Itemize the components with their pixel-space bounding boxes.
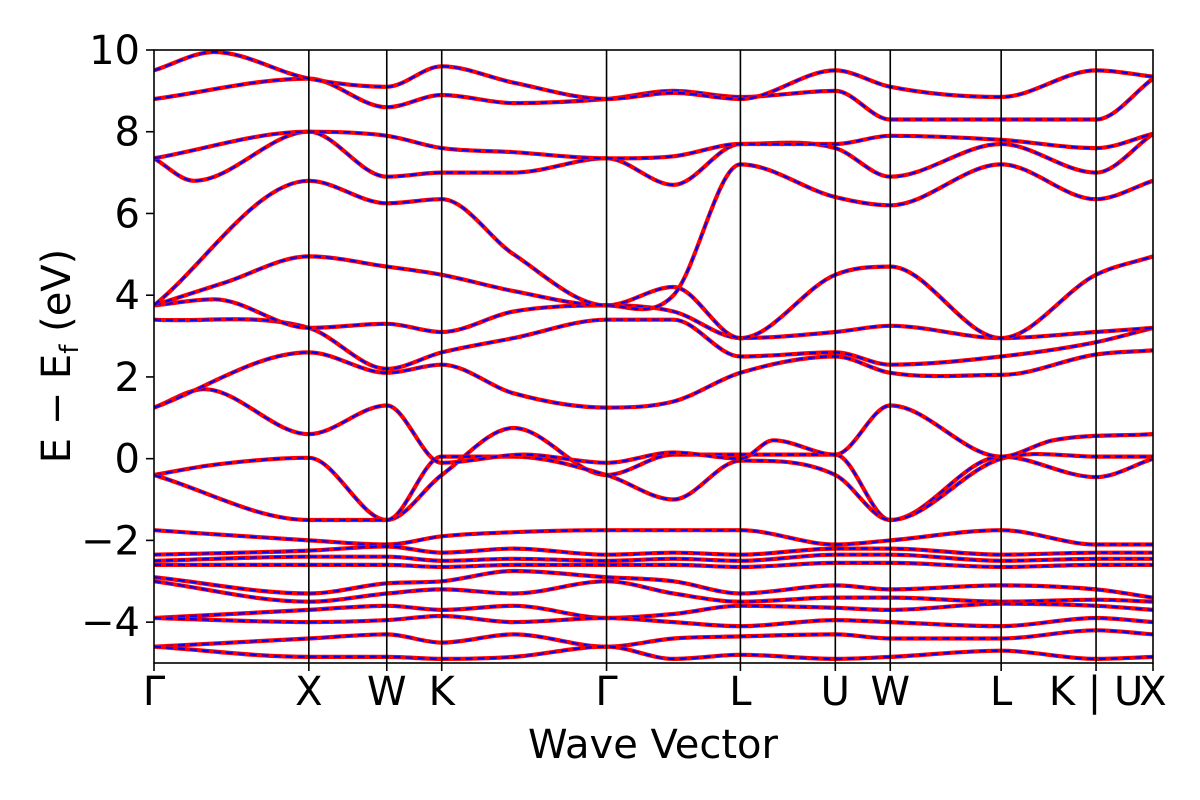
band-2-dashed [154,452,1153,522]
x-axis-label: Wave Vector [528,722,779,768]
x-tick-label-10: K | U [1049,669,1143,715]
x-tick-label-7: U [821,669,850,715]
band-15-dashed [154,553,1153,562]
band-19-dashed [154,602,1153,620]
high-symmetry-lines [308,50,1097,663]
y-axis-label: E − Ef (eV) [34,249,85,464]
band-22-dashed [154,645,1153,661]
plot-frame [153,49,1154,664]
band-3-dashed [154,388,1153,464]
band-13-dashed [154,529,1153,546]
band-21-dashed [154,629,1153,648]
band-4-solid [154,348,1153,410]
y-tick-label-7: 8 [115,110,140,156]
band-8-solid [154,162,1153,312]
x-tick-label-4: K [429,669,457,715]
y-tick-label-3: 0 [115,437,140,483]
y-tick-label-2: −2 [81,518,140,564]
band-5-dashed [154,318,1153,370]
y-axis-label-unit: (eV) [34,249,80,345]
x-tick-label-6: L [729,669,752,715]
band-17-dashed [154,569,1153,599]
band-3-solid [154,387,1153,465]
y-tick-label-1: −4 [81,600,140,646]
x-tick-label-5: Γ [595,669,618,715]
x-tick-label-8: W [870,669,910,715]
band-2-solid [154,451,1153,523]
band-4-dashed [154,349,1153,409]
y-axis-label-main: E − E [34,354,80,464]
band-16-dashed [154,561,1153,569]
y-axis-label-sub: f [55,344,85,354]
y-tick-label-5: 4 [115,273,140,319]
band-1-dashed [154,426,1153,522]
x-tick-label-11: X [1139,669,1166,715]
band-20-dashed [154,614,1153,628]
y-tick-label-8: 10 [89,28,140,74]
x-tick-label-2: X [295,669,322,715]
y-tick-label-6: 6 [115,191,140,237]
band-6-solid [154,297,1153,341]
y-axis-ticks: −4 −2 0 2 4 6 8 10 [81,28,154,646]
band-14-dashed [154,545,1153,556]
x-tick-label-9: L [990,669,1013,715]
y-tick-label-4: 2 [115,355,140,401]
band-8-dashed [154,163,1153,311]
bands-layer [154,50,1153,661]
x-tick-label-1: Γ [143,669,166,715]
band-13-solid [154,528,1153,547]
band-1-solid [154,425,1153,523]
x-tick-label-3: W [367,669,407,715]
band-7-dashed [154,255,1153,340]
